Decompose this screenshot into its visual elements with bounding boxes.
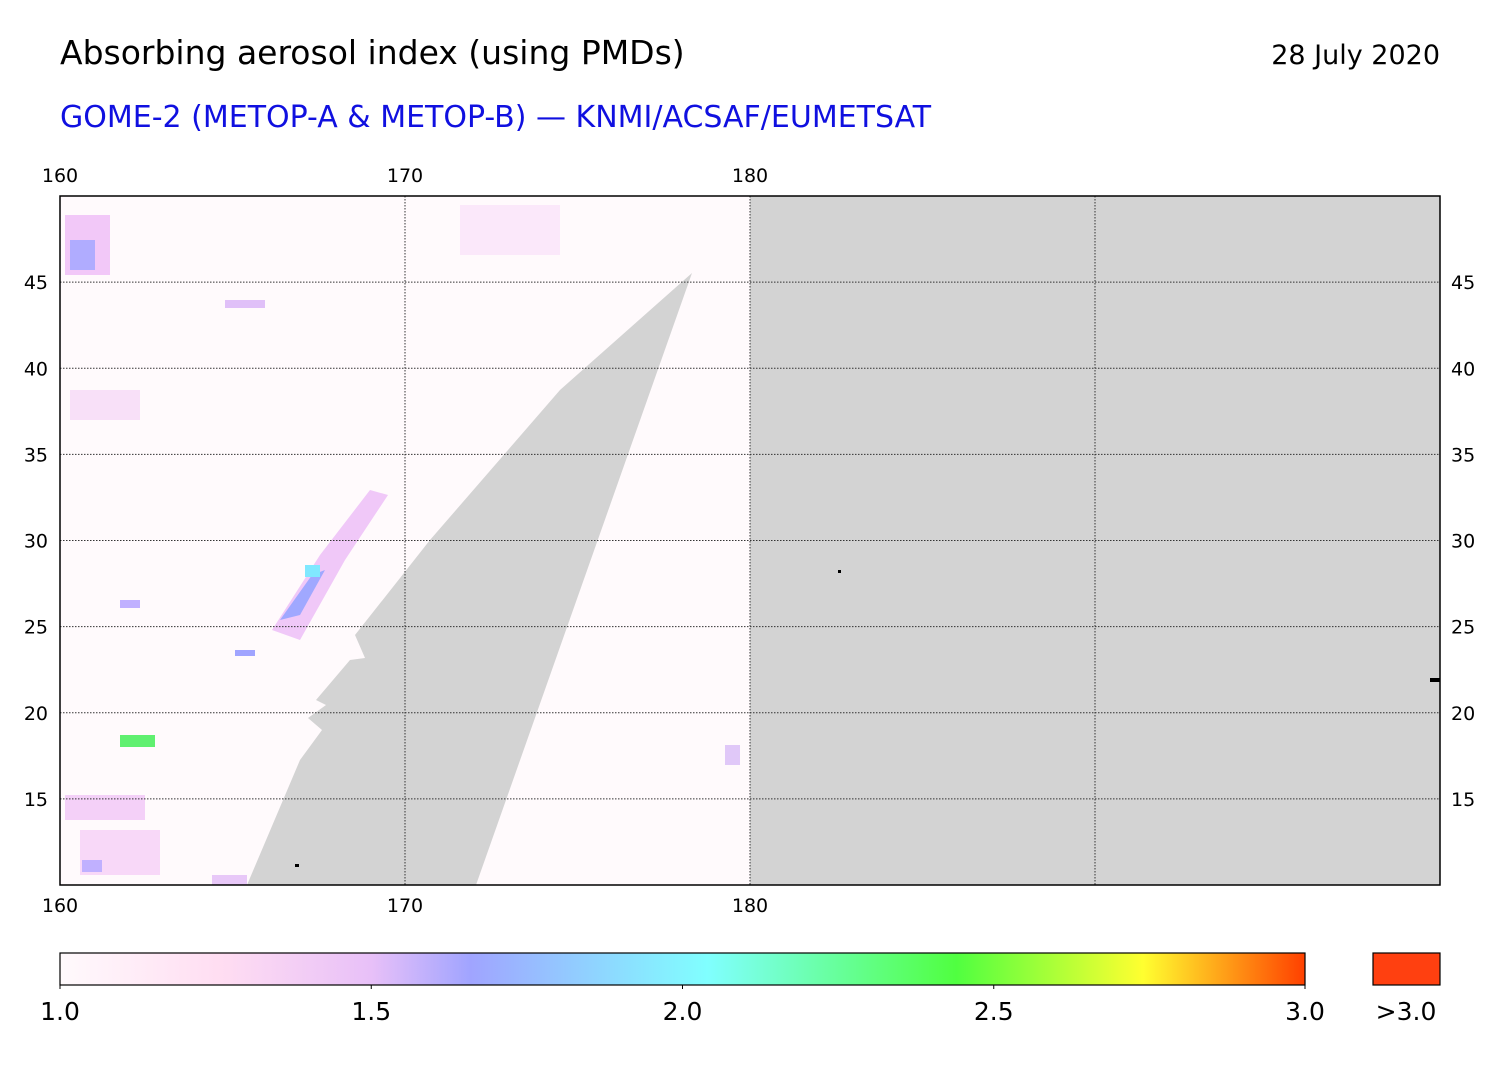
lat-tick-label: 20 — [24, 703, 48, 725]
aerosol-pixel — [212, 875, 247, 885]
lat-tick-label: 40 — [1451, 358, 1475, 380]
colorbar-tick-label: 1.5 — [351, 997, 391, 1026]
colorbar-overflow-label: >3.0 — [1376, 997, 1437, 1026]
lon-tick-label: 180 — [732, 895, 768, 917]
aerosol-pixel — [70, 390, 140, 420]
aerosol-pixel — [305, 565, 320, 577]
lat-tick-label: 30 — [24, 531, 48, 553]
lat-tick-label: 25 — [24, 617, 48, 639]
lat-tick-label: 40 — [24, 358, 48, 380]
lat-tick-label: 35 — [1451, 444, 1475, 466]
aerosol-pixels — [65, 205, 740, 885]
lon-tick-label: 170 — [387, 165, 423, 187]
lon-tick-label: 160 — [42, 165, 78, 187]
date: 28 July 2020 — [1271, 40, 1440, 71]
aerosol-pixel — [82, 860, 102, 872]
graticule — [59, 196, 1440, 885]
aerosol-pixel — [70, 240, 95, 270]
lat-tick-label: 25 — [1451, 617, 1475, 639]
lon-tick-label: 180 — [732, 165, 768, 187]
subtitle: GOME-2 (METOP-A & METOP-B) — KNMI/ACSAF/… — [60, 100, 932, 135]
aerosol-pixel — [120, 600, 140, 608]
colorbar-overflow — [1372, 952, 1441, 986]
map-area — [59, 195, 1441, 886]
lat-tick-label: 15 — [1451, 789, 1475, 811]
lat-tick-label: 45 — [24, 272, 48, 294]
aerosol-pixel — [120, 735, 155, 747]
aerosol-pixel — [225, 300, 265, 308]
colorbar-tick-label: 3.0 — [1285, 997, 1325, 1026]
lat-tick-label: 30 — [1451, 531, 1475, 553]
no-data-swath — [247, 273, 692, 885]
lat-tick-label: 20 — [1451, 703, 1475, 725]
island — [838, 570, 841, 573]
lon-tick-label: 170 — [387, 895, 423, 917]
lat-tick-label: 35 — [24, 444, 48, 466]
colorbar — [59, 952, 1306, 986]
aerosol-pixel — [280, 570, 325, 620]
lat-tick-label: 15 — [24, 789, 48, 811]
island — [295, 864, 299, 867]
aerosol-pixel — [235, 650, 255, 656]
aerosol-pixel — [725, 745, 740, 765]
map-frame — [59, 195, 1441, 886]
colorbar-tick-label: 2.0 — [663, 997, 703, 1026]
colorbar-tick-label: 2.5 — [974, 997, 1014, 1026]
aerosol-pixel — [460, 205, 560, 255]
lat-tick-label: 45 — [1451, 272, 1475, 294]
island — [1430, 678, 1440, 682]
title: Absorbing aerosol index (using PMDs) — [60, 33, 685, 72]
lon-tick-label: 160 — [42, 895, 78, 917]
colorbar-tick-label: 1.0 — [40, 997, 80, 1026]
